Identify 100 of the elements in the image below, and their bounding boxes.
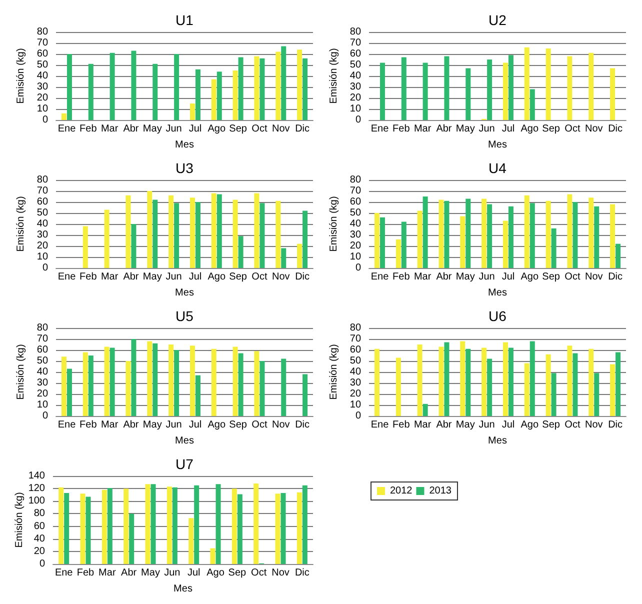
x-tick-label: Ago — [520, 272, 539, 282]
bar — [281, 358, 286, 416]
y-tick-label: 50 — [36, 356, 48, 366]
y-tick-label: 70 — [350, 38, 362, 48]
x-tick-label: Jul — [502, 420, 515, 430]
bar — [466, 348, 471, 416]
bar — [131, 50, 136, 120]
bar — [281, 46, 286, 120]
y-tick-label: 40 — [36, 218, 48, 230]
y-tick-label: 20 — [36, 240, 48, 252]
y-tick-label: 50 — [36, 208, 48, 218]
y-axis-title: Emisión (kg) — [328, 196, 340, 252]
bar — [124, 488, 129, 564]
x-tick-label: Ago — [208, 420, 226, 430]
bar — [86, 496, 91, 564]
y-axis-title: Emisión (kg) — [328, 344, 340, 400]
bar — [195, 69, 200, 120]
x-tick-label: Feb — [76, 568, 95, 578]
bar — [126, 361, 131, 416]
bar — [380, 62, 385, 120]
y-tick-label: 40 — [36, 70, 48, 82]
y-tick-label: 40 — [34, 533, 46, 544]
bar — [524, 47, 530, 120]
x-tick-label: May — [142, 272, 162, 282]
bar — [487, 60, 492, 120]
bar — [530, 89, 535, 120]
x-tick-label: Ago — [520, 124, 539, 134]
x-tick-label: Dic — [608, 124, 623, 134]
y-tick-label: 60 — [350, 196, 362, 208]
y-tick-label: 60 — [36, 48, 48, 60]
x-tick-label: Ago — [206, 568, 225, 578]
bar — [232, 346, 238, 416]
bar — [150, 484, 156, 564]
bar — [594, 373, 600, 416]
bar — [302, 58, 308, 120]
x-tick-label: Jul — [502, 124, 515, 134]
bar — [88, 356, 94, 416]
bar — [610, 68, 616, 120]
x-tick-label: Feb — [80, 272, 98, 282]
y-tick-label: 80 — [34, 508, 46, 520]
x-tick-label: May — [142, 124, 162, 134]
bar — [190, 198, 195, 268]
x-axis-title: Mes — [488, 436, 507, 446]
x-tick-label: Ene — [54, 568, 74, 578]
bar — [422, 404, 428, 416]
bar — [66, 54, 72, 120]
x-tick-label: Jul — [188, 124, 202, 134]
bar — [126, 195, 131, 268]
x-tick-label: May — [141, 568, 160, 578]
bar — [152, 343, 158, 416]
y-tick-label: 70 — [350, 186, 362, 196]
bar — [508, 206, 514, 268]
y-tick-label: 30 — [350, 82, 362, 92]
y-tick-label: 10 — [36, 104, 48, 114]
bar — [610, 204, 616, 268]
x-tick-label: Jul — [188, 272, 202, 282]
y-tick-label: 60 — [36, 344, 48, 356]
bar — [174, 203, 180, 268]
bar — [588, 348, 594, 416]
x-tick-label: Sep — [229, 272, 248, 282]
bar — [530, 341, 535, 416]
x-tick-label: May — [456, 420, 475, 430]
x-tick-label: Ene — [58, 124, 76, 134]
y-tick-label: 70 — [36, 38, 48, 48]
bar — [88, 64, 94, 120]
bar — [82, 226, 88, 268]
x-tick-label: Nov — [272, 124, 290, 134]
x-tick-label: Jun — [164, 568, 180, 578]
bar — [232, 200, 238, 268]
x-tick-label: Dic — [608, 420, 623, 430]
bar — [482, 348, 487, 416]
y-axis-title: Emisión (kg) — [14, 492, 25, 548]
x-tick-label: May — [456, 124, 475, 134]
bar — [466, 198, 471, 268]
bar — [297, 244, 302, 268]
x-axis-title: Mes — [488, 140, 507, 150]
bar — [524, 363, 530, 416]
bar — [260, 361, 265, 416]
bar — [275, 494, 280, 564]
x-tick-label: Feb — [392, 124, 410, 134]
bar — [131, 339, 136, 416]
bar — [444, 200, 450, 268]
y-tick-label: 20 — [36, 388, 48, 400]
bar — [546, 354, 551, 416]
x-tick-label: Oct — [564, 272, 580, 282]
x-axis-title: Mes — [175, 436, 194, 446]
bar — [110, 348, 115, 416]
y-tick-label: 30 — [36, 378, 48, 388]
x-tick-label: Abr — [436, 124, 452, 134]
bar — [237, 494, 242, 564]
bar — [417, 210, 422, 268]
y-axis-title: Emisión (kg) — [16, 196, 26, 252]
y-tick-label: 140 — [28, 470, 46, 482]
bar — [104, 346, 110, 416]
bar — [276, 52, 281, 120]
x-tick-label: Abr — [123, 124, 140, 134]
bar — [174, 54, 180, 120]
y-tick-label: 40 — [350, 366, 362, 378]
bar — [396, 358, 401, 416]
bar — [302, 210, 308, 268]
